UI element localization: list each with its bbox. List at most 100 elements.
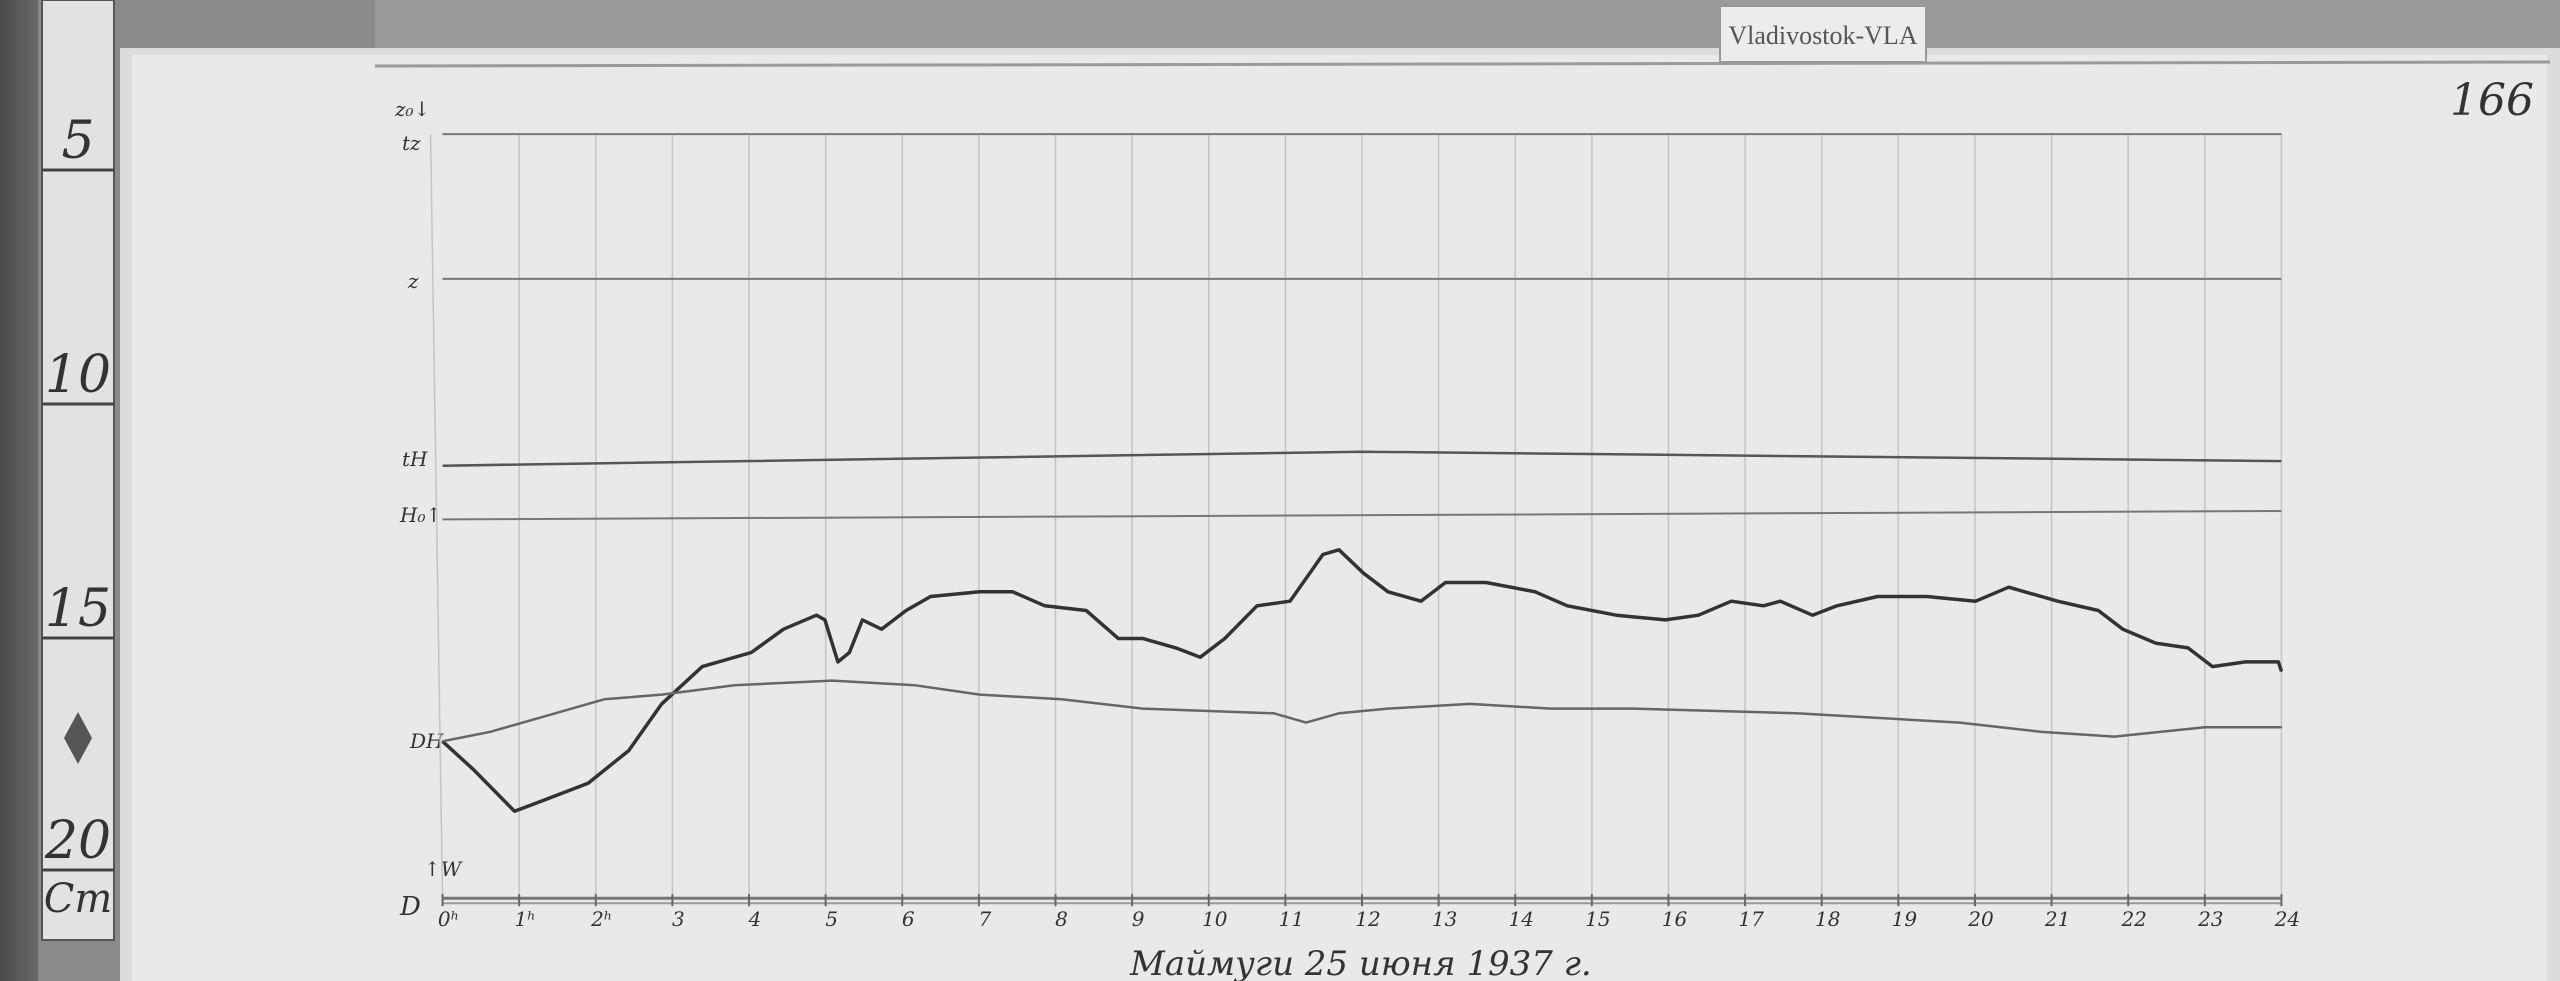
- x-tick-label: 17: [1738, 907, 1764, 931]
- trace-H-point: [1697, 614, 1700, 616]
- baseline-tH: [442, 450, 2282, 467]
- trace-H-point: [1362, 572, 1365, 574]
- trace-H-point: [1011, 591, 1014, 593]
- trace-H-point: [2211, 665, 2214, 668]
- sheet-top-edge: [374, 60, 2551, 68]
- trace-H-point: [1974, 600, 1977, 602]
- trace-H-point: [815, 614, 818, 616]
- x-tick-label: 15: [1585, 907, 1610, 931]
- station-label-card: Vladivostok-VLA: [1719, 5, 1927, 63]
- trace-H-point: [513, 810, 516, 813]
- trace-H-point: [978, 591, 981, 593]
- station-label: Vladivostok-VLA: [1728, 21, 1917, 50]
- label-tz: tz: [402, 131, 421, 155]
- trace-H-point: [1117, 637, 1120, 640]
- trace-H-point: [1289, 600, 1291, 602]
- trace-H-point: [861, 619, 864, 621]
- trace-D-point: [1958, 721, 1961, 724]
- ruler-mark-20: 20: [44, 811, 111, 871]
- trace-D-point: [1632, 707, 1635, 710]
- trace-H-point: [1174, 647, 1177, 649]
- trace-D-point: [1273, 712, 1275, 715]
- label-H0: H₀↑: [399, 503, 442, 527]
- x-tick-label: 1ʰ: [514, 907, 535, 931]
- x-tick-label: 23: [2197, 907, 2223, 931]
- trace-H-point: [2187, 647, 2189, 649]
- label-W: ↑W: [424, 857, 463, 881]
- trace-H-point: [2056, 600, 2059, 602]
- trace-D-point: [441, 740, 444, 743]
- trace-H-point: [2007, 586, 2010, 588]
- trace-H-point: [1836, 605, 1838, 607]
- trace-H-point: [2277, 661, 2280, 663]
- trace-D-point: [1469, 703, 1471, 705]
- ruler-unit: Cm: [44, 876, 113, 922]
- trace-H-point: [1811, 614, 1814, 616]
- x-tick-label: 0ʰ: [438, 907, 459, 931]
- label-tH: tH: [402, 447, 428, 471]
- label-D: D: [399, 892, 421, 922]
- x-tick-label: 6: [902, 907, 915, 931]
- x-tick-label: 18: [1815, 907, 1840, 931]
- trace-D-point: [1338, 712, 1340, 715]
- trace-D-point: [831, 679, 834, 682]
- trace-H-point: [472, 768, 474, 771]
- trace-H-point: [1762, 605, 1765, 607]
- trace-H-point: [837, 661, 839, 663]
- trace-D-point: [733, 684, 736, 687]
- trace-H-point: [905, 609, 907, 612]
- trace-H-point: [929, 595, 932, 598]
- ruler-mark-5: 5: [61, 111, 94, 171]
- trace-H-point: [1256, 605, 1258, 607]
- trace-H-point: [701, 665, 704, 668]
- ruler-diamond-logo: [64, 712, 92, 764]
- trace-D-point: [1795, 712, 1798, 715]
- trace-H-point: [880, 628, 883, 630]
- trace-D-point: [2204, 726, 2206, 729]
- trace-D-point: [2040, 731, 2043, 733]
- trace-H-point: [782, 628, 785, 630]
- x-tick-label: 24: [2274, 907, 2300, 931]
- x-tick-label: 20: [1967, 907, 1994, 931]
- trace-D-point: [538, 717, 540, 719]
- x-tick-label: 7: [979, 907, 992, 931]
- ruler-mark-10: 10: [45, 345, 111, 405]
- trace-H-point: [1224, 637, 1226, 640]
- trace-H-point: [1444, 581, 1447, 584]
- trace-H-point: [1730, 600, 1733, 602]
- trace-D-point: [1387, 707, 1389, 710]
- trace-D-point: [603, 698, 606, 701]
- x-tick-label: 16: [1662, 907, 1688, 931]
- trace-D-point: [1305, 721, 1307, 724]
- trace-H-point: [1338, 548, 1340, 551]
- trace-H-point: [2280, 670, 2283, 673]
- trace-H-point: [1322, 553, 1324, 556]
- caption: Маймуги 25 июня 1937 г.: [1129, 944, 1592, 981]
- x-tick-label: 10: [1202, 907, 1228, 931]
- paper-sheet: [132, 55, 2547, 981]
- x-tick-label: 5: [825, 907, 838, 931]
- trace-H-point: [660, 703, 663, 705]
- trace-H-point: [1420, 600, 1422, 602]
- trace-D-point: [1060, 698, 1063, 701]
- trace-H-point: [1199, 656, 1202, 659]
- baseline-H0: [442, 510, 2282, 521]
- label-z0: z₀↓: [394, 97, 430, 121]
- x-tick-label: 13: [1432, 907, 1457, 931]
- trace-H-point: [1566, 605, 1569, 607]
- x-tick-label: 3: [672, 907, 685, 931]
- trace-H-point: [1142, 637, 1144, 640]
- trace-H-point: [587, 782, 589, 785]
- sheet-number: 166: [2450, 75, 2534, 126]
- trace-H-point: [750, 651, 753, 654]
- trace-H-point: [848, 651, 851, 654]
- trace-D-point: [2280, 726, 2283, 729]
- trace-H-point: [1085, 609, 1087, 612]
- x-tick-label: 12: [1355, 907, 1380, 931]
- ruler-mark-15: 15: [45, 579, 111, 639]
- wood-edge: [0, 0, 38, 981]
- trace-H-point: [1043, 605, 1046, 607]
- trace-H-point: [538, 801, 540, 803]
- x-tick-label: 19: [1892, 907, 1918, 931]
